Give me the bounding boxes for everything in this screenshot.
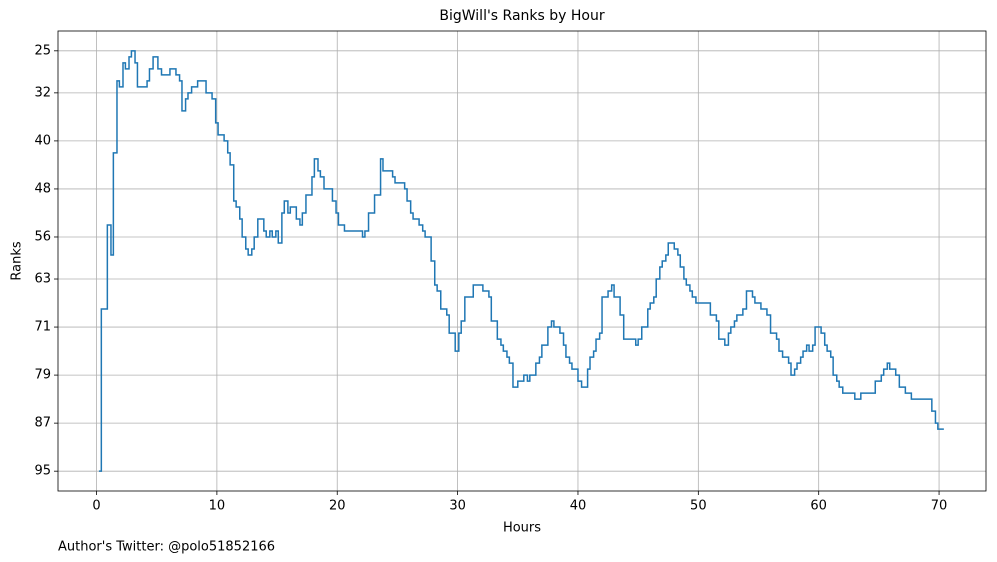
plot-area [58,31,986,491]
plot-frame [57,30,987,492]
y-tick-label: 87 [34,416,51,431]
x-axis-label: Hours [503,521,541,536]
y-tick-label: 40 [34,133,51,148]
y-axis-label: Ranks [10,241,25,280]
x-tick-label: 70 [931,499,948,514]
y-tick-label: 79 [34,368,51,383]
chart-title: BigWill's Ranks by Hour [439,8,604,24]
footer: Author's Twitter: @polo51852166 [58,540,275,555]
y-tick-label: 63 [34,272,51,287]
x-tick-label: 20 [329,499,346,514]
y-tick-label: 25 [34,43,51,58]
y-tick-label: 48 [34,181,51,196]
y-tick-label: 32 [34,85,51,100]
x-tick-label: 30 [449,499,466,514]
x-tick-label: 60 [810,499,827,514]
y-tick-label: 71 [34,320,51,335]
y-tick-label: 95 [34,464,51,479]
step-line [98,50,944,472]
x-tick-label: 0 [92,499,100,514]
x-tick-label: 50 [690,499,707,514]
x-tick-label: 40 [570,499,587,514]
y-tick-label: 56 [34,229,51,244]
x-tick-label: 10 [209,499,226,514]
